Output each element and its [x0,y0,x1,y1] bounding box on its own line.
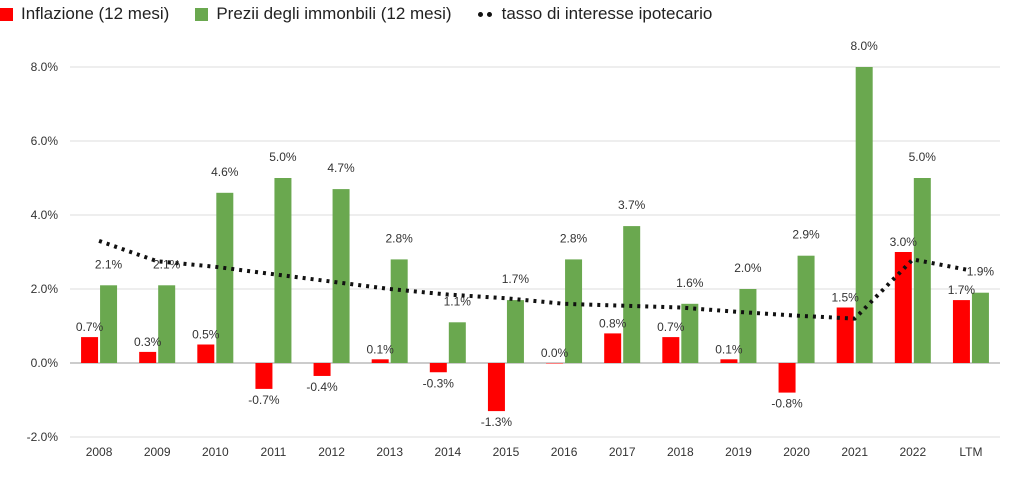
inflation-bar [836,307,854,363]
house-price-bar [274,178,292,363]
house-price-data-label: 2.1% [95,257,123,271]
house-price-data-label: 2.0% [734,261,762,275]
inflation-data-label: 0.3% [134,335,162,349]
inflation-bar [720,359,738,363]
house-price-bar [565,259,583,363]
x-tick-label: 2020 [783,445,810,459]
legend-swatch-mortgage-rate [477,11,492,17]
inflation-data-label: -1.3% [481,415,513,429]
house-price-bar [390,259,408,363]
mortgage-rate-line [98,239,972,321]
x-tick-label: LTM [959,445,982,459]
inflation-data-label: -0.8% [771,397,803,411]
inflation-data-label: 0.5% [192,328,220,342]
inflation-data-label: 1.7% [948,283,976,297]
house-price-data-label: 2.9% [792,228,820,242]
inflation-bar [952,300,970,363]
inflation-data-label: 0.1% [367,342,395,356]
house-price-bar [913,178,931,363]
inflation-data-label: 0.7% [76,320,104,334]
inflation-bar [778,363,796,393]
x-tick-label: 2015 [493,445,520,459]
x-tick-label: 2018 [667,445,694,459]
legend-item-mortgage-rate: tasso di interesse ipotecario [477,4,713,24]
house-price-data-label: 1.6% [676,276,704,290]
house-price-data-label: 1.9% [967,265,995,279]
house-price-bar [681,303,699,363]
house-price-bar [971,292,989,363]
y-tick-label: 8.0% [31,60,59,74]
inflation-data-label: -0.3% [423,376,455,390]
house-price-data-label: 5.0% [909,150,937,164]
x-tick-label: 2017 [609,445,636,459]
house-price-bar [448,322,466,363]
inflation-data-label: 1.5% [832,291,860,305]
legend-label-inflation: Inflazione (12 mesi) [21,4,170,23]
x-tick-label: 2014 [434,445,461,459]
inflation-bar [487,363,505,412]
inflation-data-label: 0.8% [599,316,627,330]
x-tick-label: 2013 [376,445,403,459]
house-price-bar [216,192,234,363]
inflation-bar [894,252,912,363]
house-price-data-label: 5.0% [269,150,297,164]
legend: Inflazione (12 mesi) Prezii degli immonb… [0,2,738,26]
legend-item-house-prices: Prezii degli immonbili (12 mesi) [195,4,452,24]
x-tick-label: 2010 [202,445,229,459]
house-price-data-label: 4.7% [327,161,355,175]
inflation-data-label: 0.1% [715,342,743,356]
house-price-bar [623,226,641,363]
inflation-data-label: 3.0% [890,235,918,249]
legend-label-mortgage-rate: tasso di interesse ipotecario [501,4,713,23]
x-tick-label: 2022 [899,445,926,459]
inflation-bar [81,337,99,363]
house-price-data-label: 2.1% [153,257,181,271]
inflation-bar [604,333,622,363]
inflation-data-label: 0.7% [657,320,685,334]
house-price-data-label: 3.7% [618,198,646,212]
house-price-data-label: 2.8% [386,231,414,245]
x-tick-label: 2011 [261,445,287,459]
inflation-bar [546,363,564,364]
y-tick-label: 0.0% [31,356,59,370]
house-price-bar [332,189,350,363]
y-tick-label: 4.0% [31,208,59,222]
inflation-bar [429,363,447,373]
inflation-data-label: -0.4% [306,380,338,394]
legend-item-inflation: Inflazione (12 mesi) [0,4,169,24]
house-price-bar [797,255,815,363]
inflation-bar [662,337,680,363]
inflation-bar [371,359,389,363]
y-tick-label: -2.0% [27,430,59,444]
house-price-bar [100,285,118,363]
house-price-data-label: 1.7% [502,272,530,286]
x-tick-label: 2008 [86,445,113,459]
x-tick-label: 2016 [551,445,578,459]
house-price-data-label: 1.1% [444,294,472,308]
house-price-bar [158,285,176,363]
house-price-bar [855,67,873,363]
inflation-bar [197,344,215,363]
inflation-data-label: -0.7% [248,393,280,407]
inflation-bar [139,351,157,363]
inflation-bar [255,363,273,389]
x-tick-label: 2009 [144,445,171,459]
x-tick-label: 2019 [725,445,752,459]
house-price-data-label: 2.8% [560,231,588,245]
legend-swatch-inflation [0,7,13,21]
inflation-data-label: 0.0% [541,346,569,360]
x-tick-label: 2021 [841,445,868,459]
y-tick-label: 6.0% [31,134,59,148]
house-price-data-label: 4.6% [211,165,239,179]
x-tick-label: 2012 [318,445,345,459]
legend-label-house-prices: Prezii degli immonbili (12 mesi) [216,4,452,23]
y-tick-label: 2.0% [31,282,59,296]
house-price-data-label: 8.0% [851,39,879,53]
house-price-bar [739,289,757,363]
legend-swatch-house-prices [195,7,209,21]
inflation-bar [313,363,331,376]
house-price-bar [506,300,524,363]
